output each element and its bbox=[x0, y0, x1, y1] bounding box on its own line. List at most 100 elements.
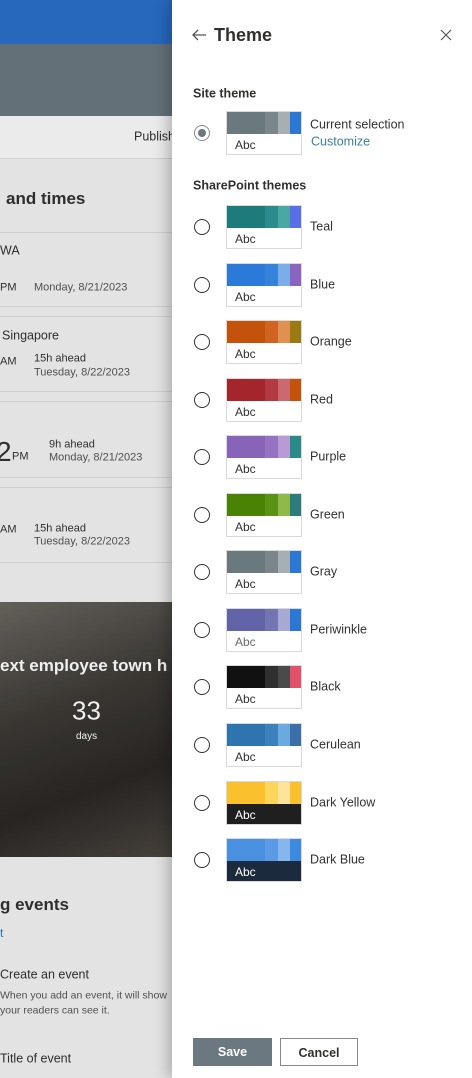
swatch-color bbox=[278, 206, 290, 228]
separator bbox=[0, 477, 172, 478]
theme-swatch[interactable]: Abc bbox=[226, 780, 302, 825]
swatch-color bbox=[290, 839, 301, 862]
swatch-color bbox=[265, 263, 278, 286]
radio-button[interactable] bbox=[194, 506, 210, 523]
save-button[interactable]: Save bbox=[193, 1038, 272, 1066]
section-heading: and times bbox=[6, 188, 86, 208]
radio-button[interactable] bbox=[194, 621, 210, 638]
theme-name: Green bbox=[310, 507, 345, 522]
swatch-color bbox=[265, 493, 278, 516]
swatch-sample: Abc bbox=[227, 630, 301, 651]
swatch-color bbox=[265, 666, 278, 689]
swatch-color bbox=[227, 206, 265, 228]
swatch-color bbox=[290, 263, 301, 286]
radio-dot bbox=[197, 128, 206, 137]
swatch-color bbox=[265, 608, 278, 631]
swatch-color bbox=[290, 781, 301, 804]
event-description: your readers can see it. bbox=[0, 1004, 110, 1017]
swatch-sample: Abc bbox=[227, 228, 301, 248]
event-description: When you add an event, it will show bbox=[0, 989, 167, 1002]
swatch-color bbox=[290, 378, 301, 401]
swatch-color bbox=[227, 493, 265, 516]
swatch-color bbox=[278, 781, 290, 804]
radio-button[interactable] bbox=[194, 391, 210, 408]
swatch-color bbox=[290, 551, 301, 574]
swatch-color bbox=[265, 781, 278, 804]
clock-offset: 9h ahead bbox=[49, 438, 95, 451]
swatch-color bbox=[265, 436, 278, 459]
swatch-sample: Abc bbox=[227, 803, 301, 824]
separator bbox=[0, 316, 172, 317]
theme-swatch[interactable]: Abc bbox=[226, 665, 302, 710]
radio-button[interactable] bbox=[194, 679, 210, 696]
clock-date: Tuesday, 8/22/2023 bbox=[34, 535, 131, 548]
radio-button[interactable] bbox=[194, 852, 210, 869]
clock-offset: 15h ahead bbox=[34, 352, 86, 365]
radio-button[interactable] bbox=[194, 219, 210, 235]
close-button[interactable] bbox=[440, 29, 452, 41]
close-icon bbox=[440, 29, 452, 41]
theme-swatch[interactable]: Abc bbox=[226, 838, 302, 883]
swatch-color bbox=[290, 608, 301, 631]
theme-swatch[interactable]: Abc bbox=[226, 111, 302, 155]
radio-button[interactable] bbox=[194, 564, 210, 581]
swatch-color bbox=[290, 493, 301, 516]
swatch-color bbox=[265, 551, 278, 574]
theme-swatch[interactable]: Abc bbox=[226, 492, 302, 537]
swatch-color bbox=[290, 321, 301, 344]
theme-name: Dark Blue bbox=[310, 852, 365, 867]
back-button[interactable] bbox=[191, 27, 207, 43]
theme-swatch[interactable]: Abc bbox=[226, 435, 302, 480]
theme-name: Purple bbox=[310, 449, 347, 464]
swatch-color bbox=[227, 666, 265, 689]
event-title: Create an event bbox=[0, 967, 89, 982]
theme-swatch[interactable]: Abc bbox=[226, 550, 302, 595]
swatch-color bbox=[278, 551, 290, 574]
separator bbox=[0, 401, 172, 402]
radio-button[interactable] bbox=[194, 334, 210, 351]
theme-swatch[interactable]: Abc bbox=[226, 205, 302, 249]
radio-button[interactable] bbox=[194, 276, 210, 293]
cancel-button[interactable]: Cancel bbox=[280, 1038, 358, 1066]
theme-swatch[interactable]: Abc bbox=[226, 320, 302, 365]
radio-button[interactable] bbox=[194, 449, 210, 466]
section-label: Site theme bbox=[193, 86, 257, 101]
countdown-number: 33 bbox=[72, 695, 101, 726]
back-arrow bbox=[192, 29, 206, 41]
clock-period: AM bbox=[0, 523, 17, 536]
swatch-color bbox=[278, 378, 290, 401]
swatch-color bbox=[227, 321, 265, 344]
clock-date: Tuesday, 8/22/2023 bbox=[34, 366, 131, 379]
customize-link[interactable]: Customize bbox=[311, 134, 371, 149]
theme-name: Cerulean bbox=[310, 737, 361, 752]
separator bbox=[0, 232, 172, 233]
command-bar bbox=[0, 116, 172, 159]
events-link[interactable]: t bbox=[0, 925, 4, 940]
swatch-sample: Abc bbox=[227, 343, 301, 364]
radio-button[interactable] bbox=[194, 736, 210, 753]
publish-button[interactable]: Publish bbox=[134, 129, 172, 144]
swatch-color bbox=[278, 839, 290, 862]
theme-swatch[interactable]: Abc bbox=[226, 607, 302, 652]
swatch-color bbox=[278, 608, 290, 631]
radio-button[interactable] bbox=[194, 794, 210, 811]
swatch-color bbox=[227, 839, 265, 862]
swatch-color bbox=[227, 608, 265, 631]
swatch-color bbox=[290, 666, 301, 689]
clock-date: Monday, 8/21/2023 bbox=[34, 281, 128, 294]
theme-swatch[interactable]: Abc bbox=[226, 262, 302, 307]
swatch-color bbox=[278, 493, 290, 516]
swatch-sample: Abc bbox=[227, 573, 301, 594]
event-title: Title of event bbox=[0, 1051, 72, 1066]
swatch-color bbox=[290, 723, 301, 746]
theme-swatch[interactable]: Abc bbox=[226, 377, 302, 422]
countdown-unit: days bbox=[76, 731, 98, 742]
countdown-image bbox=[0, 602, 172, 857]
swatch-sample: Abc bbox=[227, 861, 301, 882]
theme-swatch[interactable]: Abc bbox=[226, 722, 302, 767]
swatch-color bbox=[227, 263, 265, 286]
section-label: SharePoint themes bbox=[193, 178, 307, 193]
swatch-sample: Abc bbox=[227, 745, 301, 766]
theme-name: Periwinkle bbox=[310, 622, 367, 637]
radio-button[interactable] bbox=[194, 125, 210, 141]
